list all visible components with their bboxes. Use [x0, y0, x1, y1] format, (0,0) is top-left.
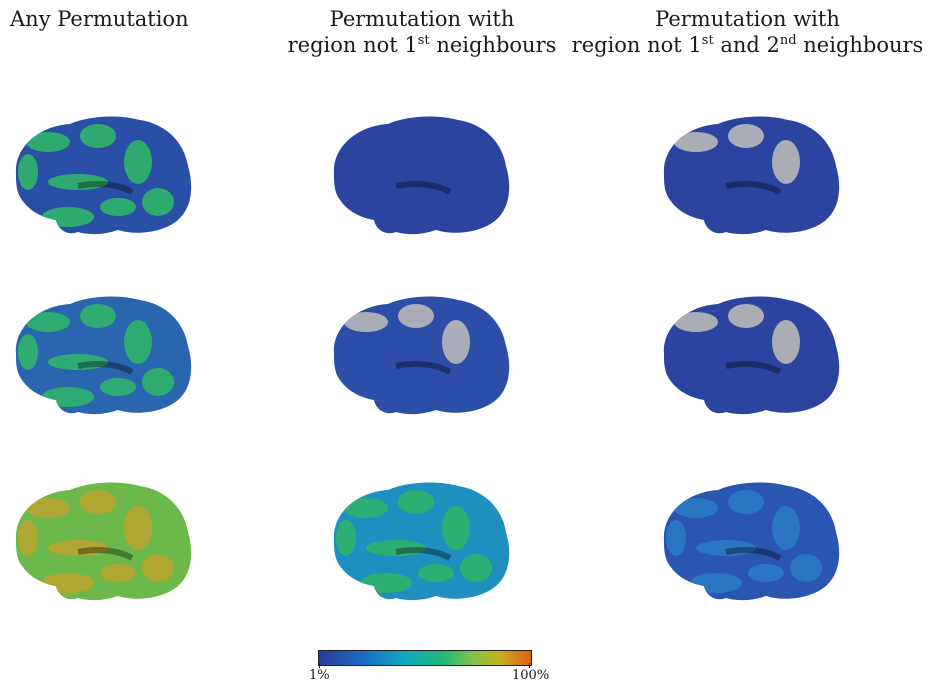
brain-render-r1-c1 — [15, 116, 192, 235]
colorbar-tick-max — [529, 663, 530, 668]
title-superscript: st — [417, 33, 430, 48]
brain-render-r1-c3 — [663, 116, 840, 235]
title-line: Permutation with — [329, 7, 515, 31]
brain-render-r3-c2 — [333, 482, 510, 601]
column-title-not-first-neighbours: Permutation with region not 1st neighbou… — [272, 6, 572, 58]
column-title-not-first-second-neighbours: Permutation with region not 1st and 2nd … — [565, 6, 930, 58]
brain-render-r1-c2 — [333, 116, 510, 235]
title-text: region not 1 — [571, 33, 702, 57]
title-text: region not 1 — [287, 33, 418, 57]
title-text: and 2 — [713, 33, 780, 57]
brain-render-r2-c3 — [663, 296, 840, 415]
title-text: neighbours — [796, 33, 924, 57]
brain-render-r3-c3 — [663, 482, 840, 601]
brain-render-r3-c1 — [15, 482, 192, 601]
title-line: Any Permutation — [10, 7, 189, 31]
brain-render-r2-c1 — [15, 296, 192, 415]
brain-render-r2-c2 — [333, 296, 510, 415]
colorbar — [318, 650, 532, 666]
title-superscript: nd — [779, 33, 797, 48]
title-text: neighbours — [429, 33, 557, 57]
title-superscript: st — [701, 33, 714, 48]
title-line: Permutation with — [655, 7, 840, 31]
colorbar-min-label: 1% — [309, 668, 330, 683]
column-title-any-permutation: Any Permutation — [10, 6, 189, 32]
colorbar-tick-min — [319, 663, 320, 668]
title-line: region not 1st neighbours — [272, 32, 572, 58]
title-line: region not 1st and 2nd neighbours — [565, 32, 930, 58]
colorbar-max-label: 100% — [512, 668, 550, 683]
